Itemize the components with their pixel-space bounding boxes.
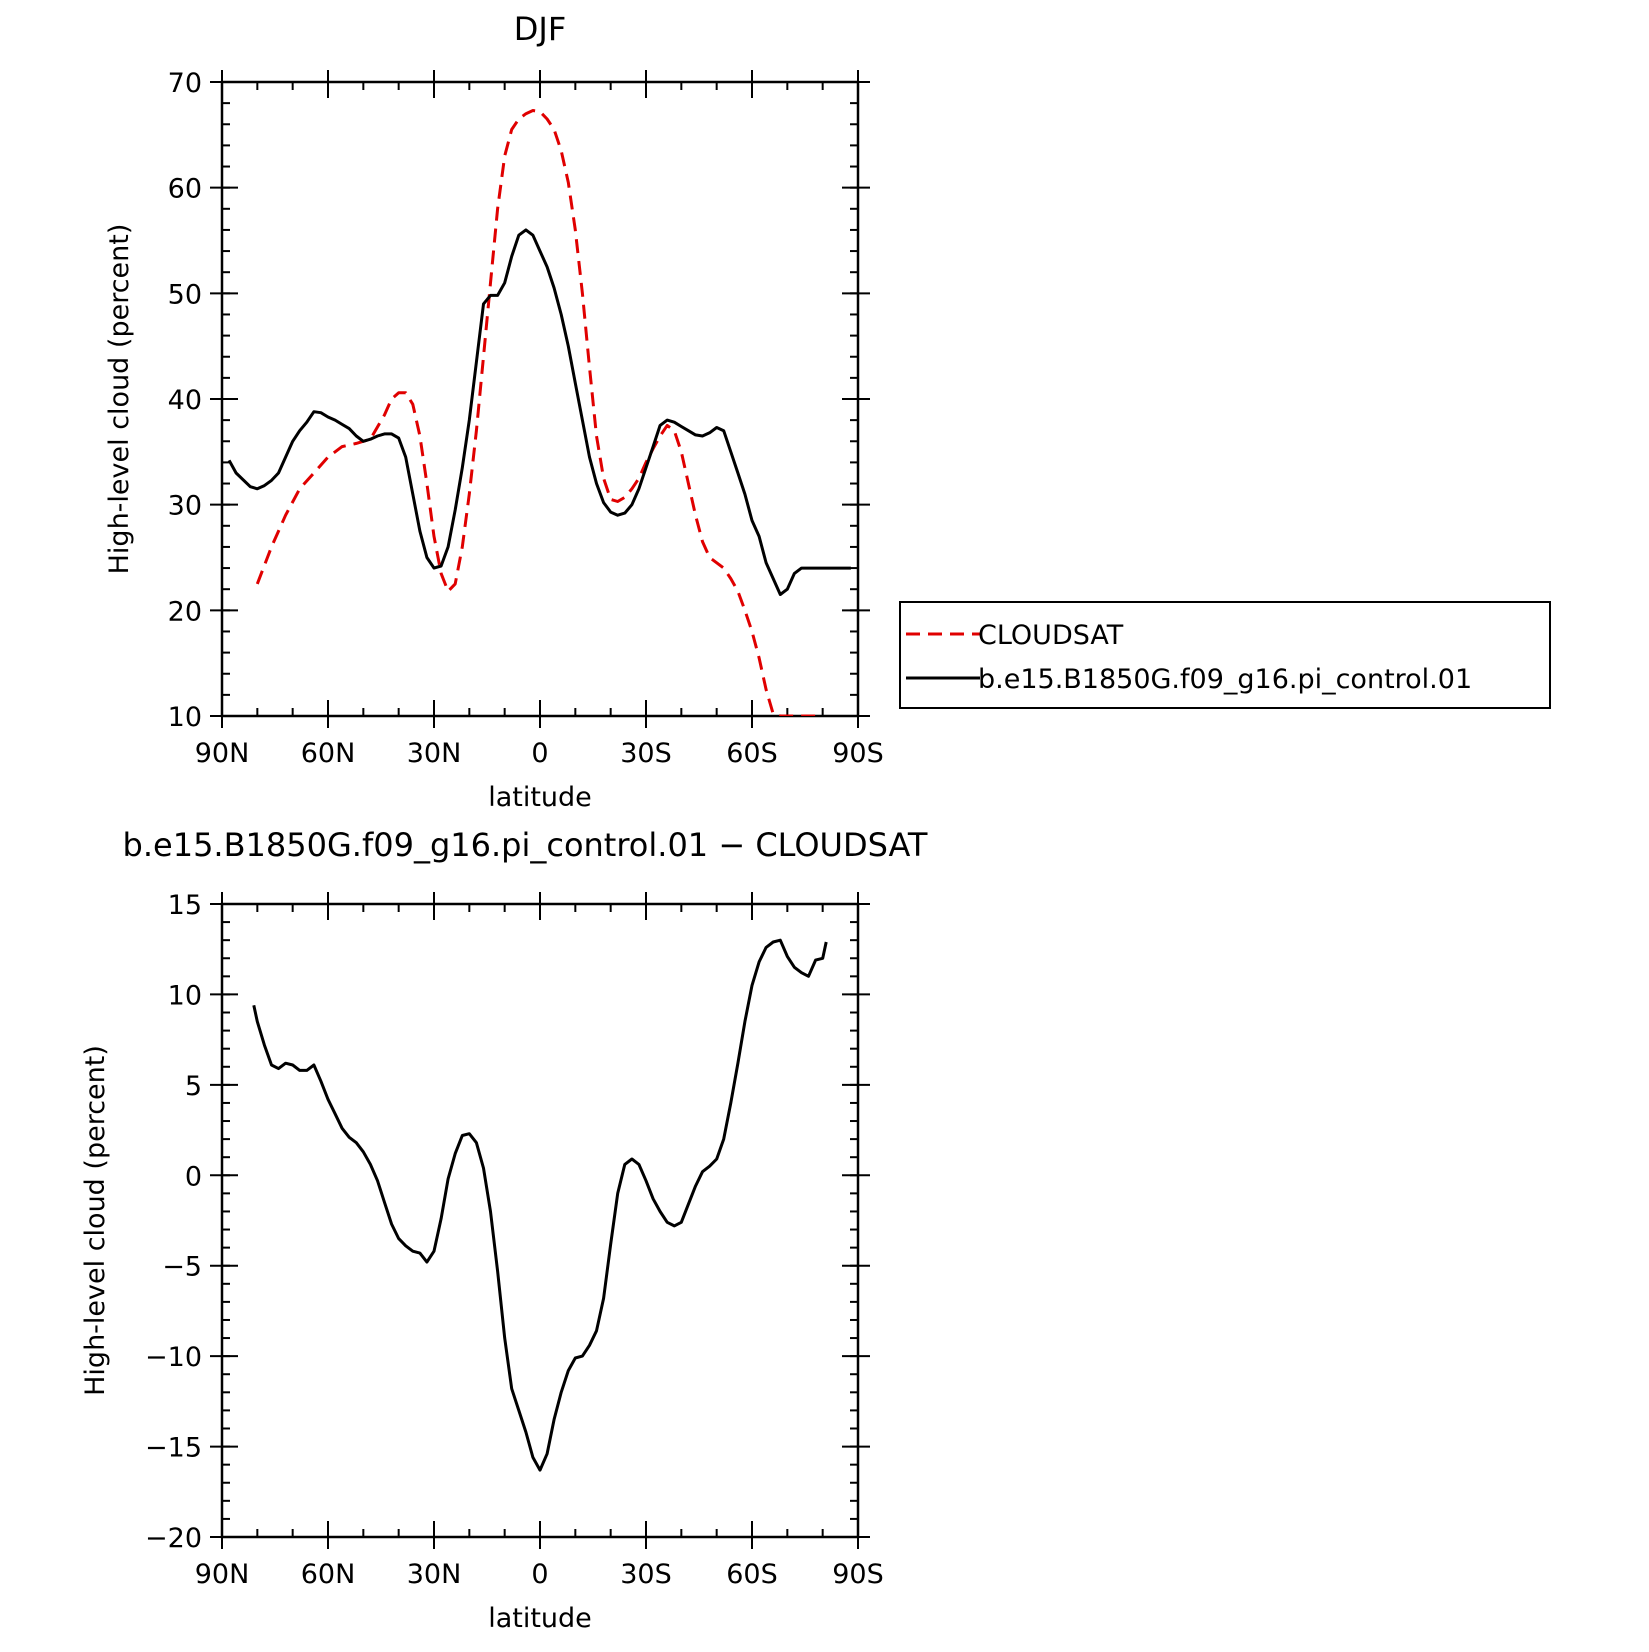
series-group xyxy=(227,109,851,716)
plot-frame xyxy=(220,902,860,1539)
y-tick-label: 50 xyxy=(168,279,202,310)
x-tick-label: 60S xyxy=(726,738,778,769)
x-tick-label: 0 xyxy=(531,738,548,769)
y-tick-label: 30 xyxy=(168,491,202,522)
y-axis-label: High-level cloud (percent) xyxy=(80,1045,111,1396)
plot-title: DJF xyxy=(514,10,566,48)
y-tick-label: −10 xyxy=(145,1342,202,1373)
x-tick-label: 90N xyxy=(195,738,250,769)
x-tick-label: 90N xyxy=(195,1559,250,1590)
y-tick-label: 10 xyxy=(168,702,202,733)
series-line-1 xyxy=(252,938,828,1472)
plot-panel-2: 90N 60N 30N 0 30S 60S 90S −20 −15 −10 −5 0 5 10 15 lati… xyxy=(80,826,928,1634)
plot-title: b.e15.B1850G.f09_g16.pi_control.01 − CLO… xyxy=(123,826,928,864)
plot-frame xyxy=(220,80,860,718)
legend-box xyxy=(899,601,1551,709)
x-tick-label: 30N xyxy=(407,738,462,769)
x-axis-label: latitude xyxy=(488,782,592,813)
series-line-1 xyxy=(255,109,823,716)
y-tick-label: 60 xyxy=(168,174,202,205)
y-tick-label: 70 xyxy=(168,68,202,99)
x-axis-label: latitude xyxy=(488,1603,592,1634)
x-tick-label: 90S xyxy=(832,1559,884,1590)
x-tick-label: 0 xyxy=(531,1559,548,1590)
y-tick-label: −5 xyxy=(162,1252,202,1283)
y-tick-label: 15 xyxy=(168,890,202,921)
x-tick-label: 30S xyxy=(620,1559,672,1590)
series-group xyxy=(252,938,828,1472)
x-tick-label: 60S xyxy=(726,1559,778,1590)
y-tick-label: 10 xyxy=(168,980,202,1011)
x-tick-label: 90S xyxy=(832,738,884,769)
x-tick-label: 60N xyxy=(301,738,356,769)
y-tick-label: 40 xyxy=(168,385,202,416)
legend-entry-2: b.e15.B1850G.f09_g16.pi_control.01 xyxy=(978,664,1472,695)
y-tick-label: −20 xyxy=(145,1523,202,1554)
x-tick-label: 60N xyxy=(301,1559,356,1590)
y-tick-label: 20 xyxy=(168,596,202,627)
plot-panel-1: 90N 60N 30N 0 30S 60S 90S 10 20 30 40 50 60 70 latitud… xyxy=(104,10,1551,813)
y-axis-label: High-level cloud (percent) xyxy=(104,224,135,575)
legend: CLOUDSAT b.e15.B1850G.f09_g16.pi_control.… xyxy=(899,601,1551,709)
series-line-2 xyxy=(227,228,851,596)
y-tick-label: −15 xyxy=(145,1433,202,1464)
x-tick-label: 30N xyxy=(407,1559,462,1590)
y-tick-label: 0 xyxy=(185,1161,202,1192)
y-tick-label: 5 xyxy=(185,1071,202,1102)
x-tick-label: 30S xyxy=(620,738,672,769)
legend-entry-1: CLOUDSAT xyxy=(978,620,1124,651)
